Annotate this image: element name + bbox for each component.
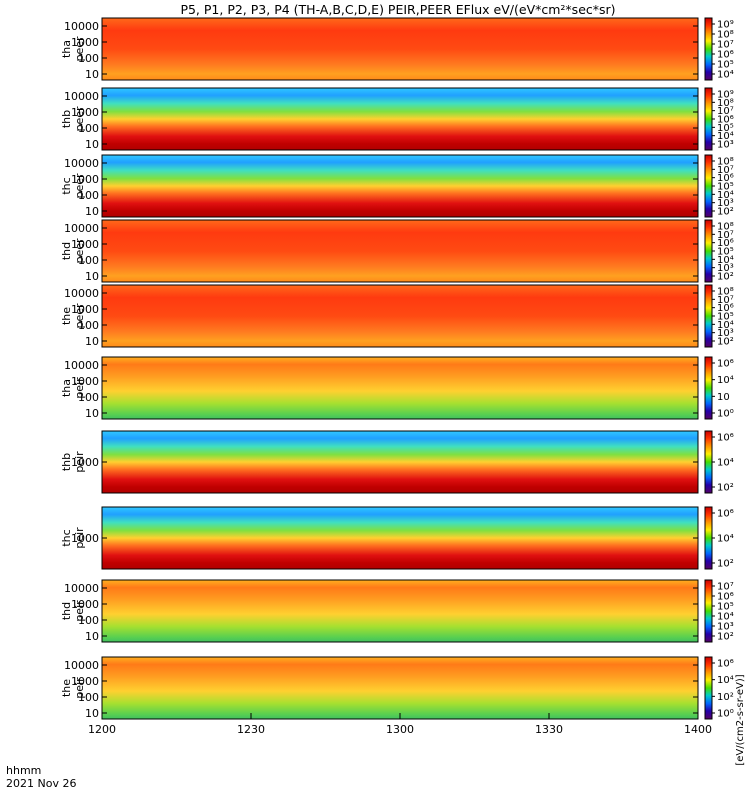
y-tick-label: 10000 <box>64 222 99 235</box>
y-axis-label: peir <box>73 377 86 399</box>
panel-tha-peir: 10000 1000 100 10 tha peir 10⁶ 10⁴ 10⁲ 10⁰ <box>60 357 734 420</box>
y-tick-label: 10000 <box>64 90 99 103</box>
spectrogram-image <box>102 657 698 719</box>
spectrogram-image <box>102 357 698 419</box>
colorbar <box>705 357 712 419</box>
y-axis-label: peer <box>73 173 86 199</box>
spectrogram-image <box>102 431 698 493</box>
panel-thd-peir: 10000100010010thd peir10⁷10⁶10⁵10⁴10³10² <box>60 580 734 643</box>
y-tick-label: 10000 <box>64 359 99 372</box>
spectrogram-image <box>102 18 698 80</box>
y-axis-label: peir <box>73 527 86 549</box>
y-axis-label: the <box>60 307 73 325</box>
colorbar-tick-label: 10² <box>717 337 734 348</box>
x-tick-label: 1400 <box>684 723 712 736</box>
y-axis-label: thb <box>60 110 73 128</box>
spectrogram-image <box>102 507 698 569</box>
y-tick-label: 10 <box>85 707 99 720</box>
colorbar <box>705 155 712 217</box>
colorbar-tick-label: 10⁰ <box>717 709 734 720</box>
colorbar-tick-label: 10⁲ <box>717 392 730 403</box>
x-tick-label: 1300 <box>386 723 414 736</box>
y-axis-label: tha <box>60 379 73 397</box>
colorbar <box>705 18 712 80</box>
spectrogram-image <box>102 580 698 642</box>
colorbar <box>705 431 712 493</box>
colorbar-tick-label: 10⁴ <box>717 534 734 545</box>
time-axis-label: hhmm <box>6 764 41 777</box>
colorbar-tick-label: 10⁴ <box>717 458 734 469</box>
y-axis-label: tha <box>60 40 73 58</box>
colorbar-tick-label: 10⁴ <box>717 375 734 386</box>
y-axis-label: the <box>60 679 73 697</box>
spectrogram-image <box>102 155 698 217</box>
y-axis-label: peir <box>73 677 86 699</box>
spectrogram-image <box>102 88 698 150</box>
colorbar-tick-label: 10² <box>717 559 734 570</box>
y-axis-label: thd <box>60 602 73 620</box>
panel-thc-peir: 1000thc peir 10⁶ 10⁴ 10² <box>60 507 734 570</box>
colorbar-tick-label: 10² <box>717 692 734 703</box>
panel-thd-peer: 10000 1000 100 10 thd peer 10⁸10⁷10⁶10⁵10⁴10³1… <box>60 220 734 283</box>
spectrogram-panels: 10000100010010tha peer10⁹10⁸10⁷10⁶10⁵10⁴1… <box>60 18 734 720</box>
y-tick-label: 10000 <box>64 20 99 33</box>
y-axis-label: thd <box>60 242 73 260</box>
panel-tha-peer: 10000 1000 100 10 tha peer 10⁹10⁸10⁷10⁶10⁵10⁴ <box>60 18 734 81</box>
date-label: 2021 Nov 26 <box>6 777 76 790</box>
colorbar-tick-label: 10³ <box>717 140 734 151</box>
y-axis-label: peer <box>73 36 86 62</box>
colorbar <box>705 657 712 719</box>
colorbar-tick-label: 10⁶ <box>717 359 734 370</box>
colorbar-tick-label: 10² <box>717 483 734 494</box>
x-tick-label: 1200 <box>88 723 116 736</box>
y-tick-label: 10000 <box>64 157 99 170</box>
y-tick-label: 10000 <box>64 287 99 300</box>
colorbar-tick-label: 10² <box>717 207 734 218</box>
colorbar <box>705 507 712 569</box>
colorbar-tick-label: 10⁴ <box>717 70 734 81</box>
y-tick-label: 10 <box>85 68 99 81</box>
colorbar <box>705 580 712 642</box>
panel-thb-peer: 10000 1000 100 10 thb peer 10⁹10⁸10⁷10⁶10⁵10⁴1… <box>60 88 734 151</box>
colorbar-units-label: [eV/(cm2-s-sr-eV)] <box>735 674 746 765</box>
panel-thb-peir: 1000thb peir 10⁶ 10⁴ 10² <box>60 431 734 494</box>
colorbar <box>705 88 712 150</box>
y-tick-label: 10 <box>85 138 99 151</box>
x-tick-label: 1230 <box>237 723 265 736</box>
y-axis-label: peer <box>73 238 86 264</box>
colorbar-tick-label: 10⁶ <box>717 659 734 670</box>
y-axis-label: peir <box>73 600 86 622</box>
y-tick-label: 10 <box>85 407 99 420</box>
x-tick-label: 1330 <box>535 723 563 736</box>
colorbar-tick-label: 10⁴ <box>717 675 734 686</box>
y-tick-label: 10000 <box>64 582 99 595</box>
colorbar-tick-label: 10⁶ <box>717 433 734 444</box>
panel-the-peir: 10000100010010the peir10⁶10⁴10²10⁰ <box>60 657 734 720</box>
colorbar <box>705 220 712 282</box>
y-tick-label: 10 <box>85 630 99 643</box>
spectrogram-image <box>102 285 698 347</box>
colorbar <box>705 285 712 347</box>
y-tick-label: 10 <box>85 205 99 218</box>
colorbar-tick-label: 10² <box>717 272 734 283</box>
y-axis-label: thc <box>60 177 73 194</box>
y-axis-label: peer <box>73 303 86 329</box>
y-tick-label: 10 <box>85 335 99 348</box>
panel-thc-peer: 10000 1000 100 10 thc peer 10⁸10⁷10⁶10⁵10⁴10³1… <box>60 155 734 218</box>
y-tick-label: 10000 <box>64 659 99 672</box>
panel-the-peer: 10000 1000 100 10 the peer 10⁸10⁷10⁶10⁵10⁴10³1… <box>60 285 734 348</box>
y-axis-label: thb <box>60 453 73 471</box>
chart-title: P5, P1, P2, P3, P4 (TH-A,B,C,D,E) PEIR,P… <box>180 2 615 17</box>
y-axis-label: thc <box>60 529 73 546</box>
colorbar-tick-label: 10² <box>717 632 734 643</box>
y-axis-label: peer <box>73 106 86 132</box>
y-axis-label: peir <box>73 451 86 473</box>
colorbar-tick-label: 10⁰ <box>717 409 734 420</box>
y-tick-label: 10 <box>85 270 99 283</box>
colorbar-tick-label: 10⁶ <box>717 509 734 520</box>
spectrogram-image <box>102 220 698 282</box>
